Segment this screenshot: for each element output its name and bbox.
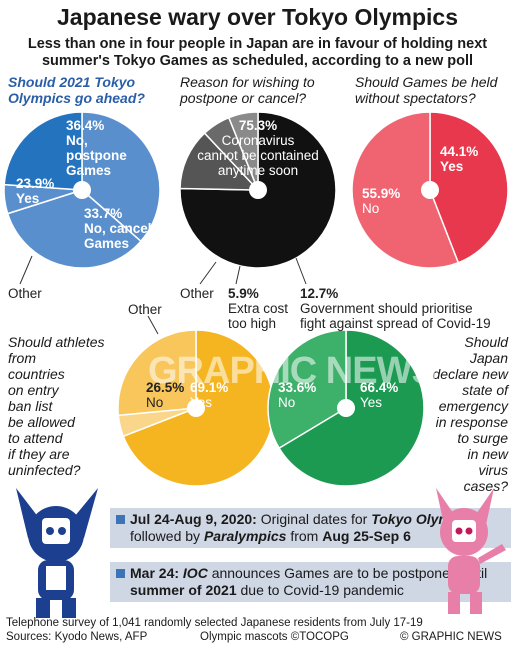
someity-mascot-icon bbox=[436, 488, 506, 614]
pie2-question: Reason for wishing to postpone or cancel… bbox=[180, 74, 315, 106]
p2-other-leader-line bbox=[199, 261, 217, 285]
p5-no-label: 33.6% No bbox=[278, 380, 317, 410]
pie4-question: Should athletes from countries on entry ban… bbox=[8, 334, 105, 478]
page-subtitle: Less than one in four people in Japan ar… bbox=[27, 36, 488, 69]
pie1-slice-yes bbox=[3, 111, 83, 191]
p1-cancel-label: 33.7% No, cancel Games bbox=[84, 206, 152, 251]
pie1-question: Should 2021 Tokyo Olympics go ahead? bbox=[8, 74, 145, 106]
p2-gov-label: 12.7% Government should prioritise fight… bbox=[300, 286, 491, 331]
p2-main-label: 75.3% Coronavirus cannot be contained an… bbox=[197, 118, 319, 178]
p3-yes-label: 44.1% Yes bbox=[440, 144, 479, 174]
footer-sources: Sources: Kyodo News, AFP bbox=[6, 631, 148, 643]
p1-postpone-label: 36.4% No, postpone Games bbox=[66, 118, 127, 178]
page-title: Japanese wary over Tokyo Olympics bbox=[57, 4, 458, 30]
p4-no-label: 26.5% No bbox=[146, 380, 185, 410]
p5-yes-label: 66.4% Yes bbox=[360, 380, 399, 410]
pie3-center-dot bbox=[421, 181, 439, 199]
pie1-slice-no-postpone-games bbox=[81, 111, 161, 243]
pie5-center-dot bbox=[337, 399, 355, 417]
pie4-slice-no bbox=[117, 329, 197, 417]
footer-note: Telephone survey of 1,041 randomly selec… bbox=[6, 617, 423, 629]
pie3-question: Should Games be held without spectators? bbox=[355, 74, 498, 106]
pie1-slice-no-cancel-games bbox=[6, 189, 142, 269]
footer-mascots: Olympic mascots ©TOCOPG bbox=[200, 631, 349, 643]
p4-other-label: Other bbox=[128, 302, 162, 317]
pie2-slice-government-should-prioritise-fight-against-spread-of-covid-19 bbox=[179, 132, 260, 191]
p1-other-label: Other bbox=[8, 286, 42, 301]
bullet-square-icon bbox=[116, 515, 125, 524]
miraitowa-mascot-icon bbox=[16, 488, 98, 618]
p1-yes-label: 23.9% Yes bbox=[16, 176, 55, 206]
pie1-center-dot bbox=[73, 181, 91, 199]
pie4-center-dot bbox=[187, 399, 205, 417]
p2-cost-label: 5.9% Extra cost too high bbox=[228, 286, 289, 331]
p3-no-label: 55.9% No bbox=[362, 186, 401, 216]
bullet-square-icon bbox=[116, 569, 125, 578]
pie5-slice-no bbox=[267, 329, 347, 450]
p4-yes-label: 69.1% Yes bbox=[190, 380, 229, 410]
pie5-question: Should Japan declare new state of emergenc… bbox=[432, 334, 509, 494]
p1-other-leader-line bbox=[19, 255, 33, 285]
footer-credit: © GRAPHIC NEWS bbox=[400, 631, 502, 643]
pie2-center-dot bbox=[249, 181, 267, 199]
timeline-item-postponed: Mar 24: IOC announces Games are to be po… bbox=[110, 562, 511, 602]
p2-other-label: Other bbox=[180, 286, 214, 301]
p4-other-leader-line bbox=[147, 315, 159, 335]
pie3-slice-yes bbox=[429, 111, 509, 264]
pie3-slice-no bbox=[351, 111, 460, 269]
pie2-slice-other bbox=[227, 111, 259, 191]
p2-cost-leader-line bbox=[235, 265, 241, 285]
watermark: GRAPHIC NEWS bbox=[148, 350, 437, 392]
p2-gov-leader-line bbox=[295, 257, 307, 285]
